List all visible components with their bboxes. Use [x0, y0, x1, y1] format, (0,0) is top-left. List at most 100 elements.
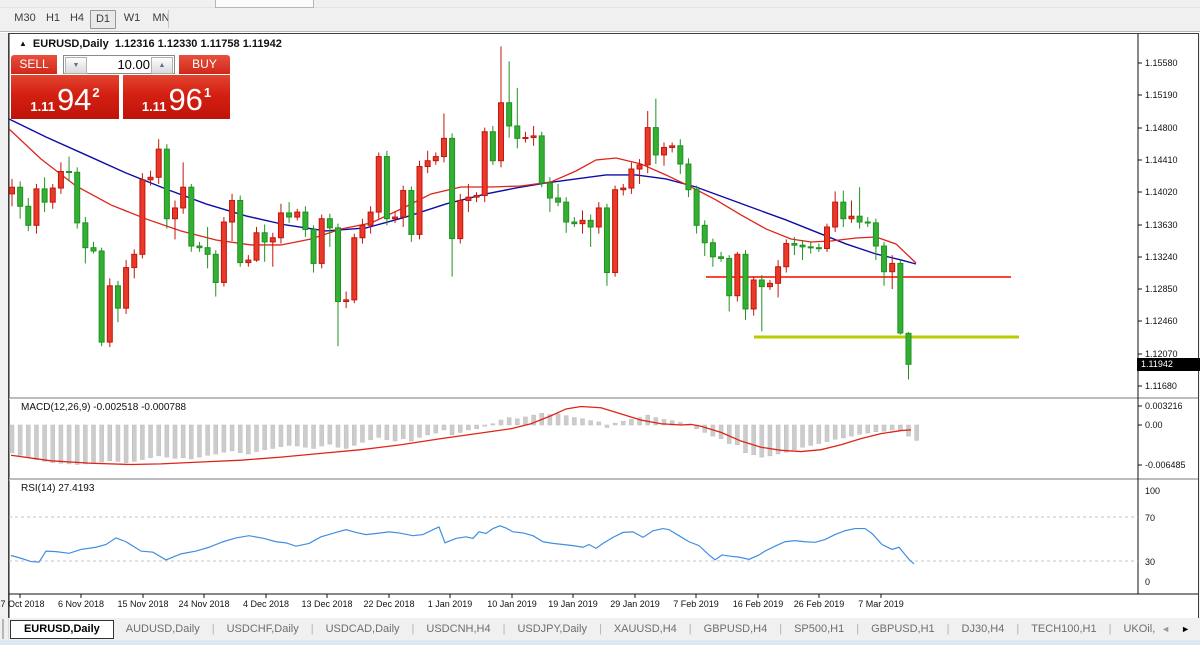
macd-histogram-bar [735, 424, 740, 446]
candle-body [758, 279, 765, 288]
tab-sp500-h1[interactable]: SP500,H1 [794, 623, 845, 635]
macd-histogram-bar [621, 421, 626, 426]
volume-decrease-button[interactable]: ▼ [65, 57, 87, 74]
candle-body [114, 285, 121, 309]
timeframe-button-d1[interactable]: D1 [90, 10, 116, 29]
timeframe-button-h1[interactable]: H1 [45, 12, 61, 24]
sell-quote-button[interactable]: 1.11 94 2 [11, 75, 119, 119]
collapse-arrow-icon[interactable]: ▲ [19, 39, 27, 48]
sell-button[interactable]: SELL [11, 55, 57, 75]
timeframe-button-m30[interactable]: M30 [14, 12, 36, 24]
volume-input[interactable]: 10.00 [117, 57, 150, 72]
macd-histogram-bar [588, 420, 593, 426]
candle-body [25, 205, 32, 226]
volume-increase-button[interactable]: ▲ [151, 57, 173, 74]
macd-histogram-bar [792, 424, 797, 450]
macd-axis-tick-label: 0.00 [1145, 420, 1163, 430]
buy-button[interactable]: BUY [179, 55, 230, 75]
timeframe-button-w1[interactable]: W1 [123, 12, 141, 24]
tab-scroll-left-icon[interactable]: ◄ [1161, 624, 1171, 634]
candle-body [155, 148, 162, 178]
tab-xauusd-h4[interactable]: XAUUSD,H4 [613, 623, 677, 635]
candle-body [41, 188, 48, 203]
tab-separator: | [598, 623, 602, 635]
timeframe-button-mn[interactable]: MN [152, 12, 170, 24]
macd-histogram-bar [490, 423, 496, 426]
upper-toolbar-sliver [0, 0, 1200, 8]
macd-histogram-bar [824, 424, 830, 442]
candle-body [286, 212, 293, 218]
tab-separator: | [411, 623, 415, 635]
candle-body [709, 242, 716, 258]
macd-histogram-bar [767, 424, 773, 457]
macd-histogram-bar [482, 424, 487, 427]
upper-toolbar-button-fragment [215, 0, 314, 8]
macd-histogram-bar [197, 424, 202, 458]
tab-separator: | [856, 623, 860, 635]
rsi-line [10, 525, 915, 565]
candle-body [123, 267, 130, 309]
macd-histogram-bar [572, 417, 577, 426]
macd-histogram-bar [343, 424, 349, 449]
candle-body [595, 207, 602, 228]
macd-histogram-bar [449, 424, 455, 436]
buy-quote-button[interactable]: 1.11 96 1 [123, 75, 230, 119]
tab-usdchf-daily[interactable]: USDCHF,Daily [226, 623, 299, 635]
tab-gbpusd-h1[interactable]: GBPUSD,H1 [871, 623, 935, 635]
macd-histogram-bar [172, 424, 178, 459]
candle-body [840, 201, 847, 220]
tab-eurusd-daily-active[interactable]: EURUSD,Daily [9, 619, 114, 639]
timeframe-button-h4[interactable]: H4 [69, 12, 85, 24]
macd-histogram-bar [873, 424, 879, 433]
tab-usdcad-daily[interactable]: USDCAD,Daily [325, 623, 400, 635]
chart-ohlc-values: 1.12316 1.12330 1.11758 1.11942 [114, 38, 282, 50]
macd-histogram-bar [523, 416, 528, 426]
tab-dj30-h4[interactable]: DJ30,H4 [961, 623, 1005, 635]
macd-histogram-bar [409, 424, 414, 442]
candle-body [204, 247, 211, 255]
tab-ukoil-[interactable]: UKOil, [1123, 623, 1156, 635]
candle-body [33, 188, 40, 226]
tab-scroll-right-icon[interactable]: ► [1181, 624, 1190, 634]
macd-histogram-bar [368, 424, 373, 441]
macd-histogram-bar [132, 424, 137, 462]
tab-tech100-h1[interactable]: TECH100,H1 [1031, 623, 1097, 635]
candle-body [514, 125, 521, 139]
macd-histogram-bar [164, 424, 170, 458]
toolbar-divider [168, 10, 169, 28]
candle-body [57, 170, 64, 189]
candle-body [538, 135, 545, 184]
chart-window[interactable]: ▲ EURUSD,Daily 1.12316 1.12330 1.11758 1.… [0, 33, 1200, 619]
candle-body [563, 201, 570, 223]
tab-separator: | [946, 623, 950, 635]
candle-body [253, 232, 260, 261]
macd-histogram-bar [889, 424, 895, 431]
candle-body [799, 244, 806, 248]
candle-body [188, 186, 195, 247]
macd-histogram-bar [286, 424, 292, 446]
tab-audusd-daily[interactable]: AUDUSD,Daily [125, 623, 200, 635]
macd-histogram-bar [784, 424, 789, 453]
tab-separator: | [688, 623, 692, 635]
macd-histogram-bar [515, 418, 520, 426]
tab-gbpusd-h4[interactable]: GBPUSD,H4 [703, 623, 768, 635]
macd-histogram-bar [303, 424, 308, 448]
macd-histogram-bar [99, 424, 104, 463]
macd-histogram-bar [148, 424, 153, 458]
tab-usdcnh-h4[interactable]: USDCNH,H4 [426, 623, 491, 635]
candle-body [351, 237, 358, 301]
macd-histogram-bar [376, 424, 381, 438]
macd-histogram-bar [180, 424, 186, 458]
macd-histogram-bar [629, 419, 634, 426]
tab-usdjpy-daily[interactable]: USDJPY,Daily [517, 623, 587, 635]
chart-canvas[interactable] [9, 34, 1198, 618]
macd-histogram-bar [531, 414, 536, 426]
candle-body [302, 211, 309, 230]
price-axis-tick-label: 1.15580 [1145, 58, 1178, 68]
macd-histogram-bar [604, 424, 610, 428]
macd-histogram-bar [42, 424, 47, 462]
price-axis-tick-label: 1.12070 [1145, 349, 1178, 359]
macd-histogram-bar [563, 415, 569, 426]
macd-histogram-bar [547, 414, 553, 426]
candle-body [832, 201, 839, 228]
